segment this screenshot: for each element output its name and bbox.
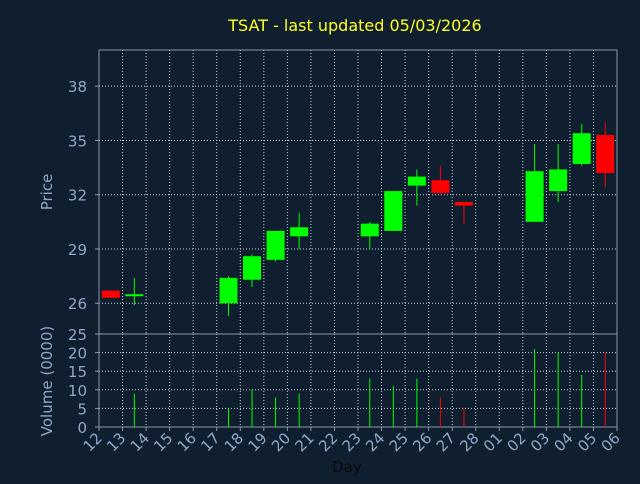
- x-axis-ticks: 1213141516171819202122232425262728010203…: [80, 427, 624, 455]
- price-axis-label: Price: [38, 174, 56, 211]
- candle-body: [290, 227, 309, 237]
- candle-body: [454, 201, 473, 206]
- chart-title: TSAT - last updated 05/03/2026: [227, 16, 481, 35]
- candle-body: [101, 290, 120, 298]
- volume-tick-label: 15: [68, 363, 87, 381]
- candle-body: [360, 223, 379, 237]
- candle-body: [596, 135, 615, 174]
- price-tick-label: 32: [68, 187, 87, 205]
- x-axis-label: Day: [332, 458, 362, 476]
- price-grid: [98, 50, 618, 334]
- candle-body: [219, 277, 238, 304]
- candle-body: [384, 191, 403, 231]
- volume-bars: [133, 348, 606, 427]
- volume-tick-label: 5: [77, 400, 87, 418]
- candle-body: [431, 180, 450, 193]
- candle-body: [572, 133, 591, 164]
- candle-body: [125, 294, 144, 297]
- price-tick-label: 26: [68, 295, 87, 313]
- price-tick-label: 29: [68, 241, 87, 259]
- candle-body: [243, 256, 262, 280]
- volume-tick-label: 25: [68, 326, 87, 344]
- candle-body: [549, 169, 568, 192]
- price-tick-label: 38: [68, 78, 87, 96]
- volume-tick-label: 0: [77, 419, 87, 437]
- volume-axis-label: Volume (0000): [38, 326, 56, 436]
- candle-body: [266, 230, 285, 260]
- price-axis-ticks: 26 29 32 35 38: [68, 78, 99, 313]
- candle-body: [407, 176, 426, 186]
- candle-body: [525, 171, 544, 222]
- candles: [101, 122, 615, 316]
- price-tick-label: 35: [68, 132, 87, 150]
- volume-tick-label: 10: [68, 382, 87, 400]
- volume-tick-label: 20: [68, 345, 87, 363]
